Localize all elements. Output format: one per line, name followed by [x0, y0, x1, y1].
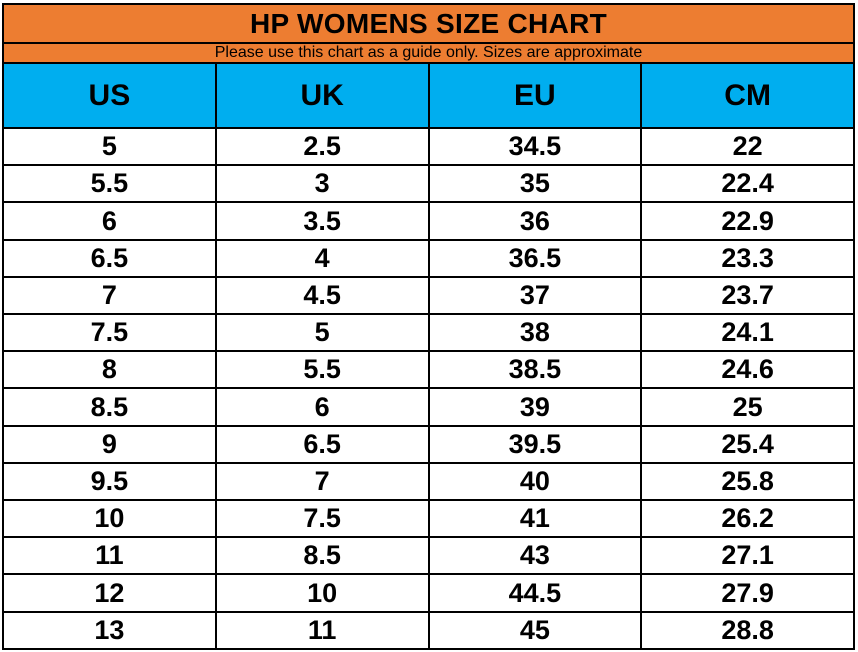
- table-cell: 9: [2, 424, 217, 464]
- size-chart-head: HP WOMENS SIZE CHART Please use this cha…: [2, 3, 855, 129]
- table-cell: 11: [2, 536, 217, 576]
- table-row: 5 2.5 34.5 22: [2, 126, 855, 167]
- column-header-us: US: [2, 62, 217, 129]
- table-cell: 8.5: [214, 536, 430, 576]
- table-cell: 10: [2, 499, 217, 539]
- table-cell: 36: [427, 201, 643, 241]
- table-cell: 40: [427, 461, 643, 502]
- table-cell: 13: [2, 610, 217, 651]
- table-cell: 11: [214, 610, 430, 651]
- table-row: 6.5 4 36.5 23.3: [2, 238, 855, 278]
- table-cell: 10: [214, 573, 430, 613]
- table-cell: 23.3: [640, 238, 855, 278]
- table-row: 13 11 45 28.8: [2, 610, 855, 651]
- table-cell: 24.6: [640, 350, 855, 390]
- title-row: HP WOMENS SIZE CHART: [2, 3, 855, 44]
- table-row: 10 7.5 41 26.2: [2, 499, 855, 539]
- table-cell: 41: [427, 499, 643, 539]
- table-cell: 6.5: [214, 424, 430, 464]
- table-row: 11 8.5 43 27.1: [2, 536, 855, 576]
- table-cell: 4.5: [214, 275, 430, 316]
- table-cell: 22.4: [640, 164, 855, 204]
- size-chart-table: HP WOMENS SIZE CHART Please use this cha…: [2, 3, 855, 651]
- table-cell: 4: [214, 238, 430, 278]
- table-cell: 39.5: [427, 424, 643, 464]
- table-cell: 38: [427, 313, 643, 353]
- table-cell: 7.5: [2, 313, 217, 353]
- table-cell: 27.1: [640, 536, 855, 576]
- table-cell: 6.5: [2, 238, 217, 278]
- table-cell: 22: [640, 126, 855, 167]
- table-cell: 6: [2, 201, 217, 241]
- table-row: 7 4.5 37 23.7: [2, 275, 855, 316]
- table-cell: 22.9: [640, 201, 855, 241]
- table-cell: 3.5: [214, 201, 430, 241]
- table-cell: 26.2: [640, 499, 855, 539]
- table-row: 9.5 7 40 25.8: [2, 461, 855, 502]
- column-header-cm: CM: [640, 62, 855, 129]
- table-cell: 23.7: [640, 275, 855, 316]
- table-cell: 43: [427, 536, 643, 576]
- table-cell: 6: [214, 387, 430, 427]
- table-cell: 5: [214, 313, 430, 353]
- table-cell: 2.5: [214, 126, 430, 167]
- table-row: 8.5 6 39 25: [2, 387, 855, 427]
- table-cell: 25.4: [640, 424, 855, 464]
- table-row: 5.5 3 35 22.4: [2, 164, 855, 204]
- table-cell: 38.5: [427, 350, 643, 390]
- table-row: 9 6.5 39.5 25.4: [2, 424, 855, 464]
- column-header-uk: UK: [214, 62, 430, 129]
- table-cell: 8.5: [2, 387, 217, 427]
- subtitle-row: Please use this chart as a guide only. S…: [2, 42, 855, 64]
- table-cell: 5.5: [214, 350, 430, 390]
- table-cell: 7.5: [214, 499, 430, 539]
- table-cell: 25: [640, 387, 855, 427]
- table-cell: 5.5: [2, 164, 217, 204]
- column-header-row: US UK EU CM: [2, 62, 855, 129]
- disclaimer-text: Please use this chart as a guide only. S…: [2, 42, 855, 64]
- size-table-body: 5 2.5 34.5 22 5.5 3 35 22.4 6 3.5 36 22.9 6.5 4 36.5 23…: [2, 126, 855, 651]
- page-title: HP WOMENS SIZE CHART: [2, 3, 855, 44]
- table-cell: 5: [2, 126, 217, 167]
- column-header-eu: EU: [427, 62, 643, 129]
- table-cell: 27.9: [640, 573, 855, 613]
- table-cell: 3: [214, 164, 430, 204]
- table-cell: 8: [2, 350, 217, 390]
- table-cell: 45: [427, 610, 643, 651]
- table-row: 12 10 44.5 27.9: [2, 573, 855, 613]
- table-cell: 44.5: [427, 573, 643, 613]
- table-cell: 7: [2, 275, 217, 316]
- table-cell: 7: [214, 461, 430, 502]
- table-cell: 37: [427, 275, 643, 316]
- table-row: 6 3.5 36 22.9: [2, 201, 855, 241]
- table-cell: 36.5: [427, 238, 643, 278]
- table-cell: 24.1: [640, 313, 855, 353]
- table-cell: 9.5: [2, 461, 217, 502]
- table-cell: 12: [2, 573, 217, 613]
- table-row: 8 5.5 38.5 24.6: [2, 350, 855, 390]
- table-cell: 34.5: [427, 126, 643, 167]
- table-cell: 39: [427, 387, 643, 427]
- table-cell: 35: [427, 164, 643, 204]
- table-cell: 28.8: [640, 610, 855, 651]
- table-cell: 25.8: [640, 461, 855, 502]
- table-row: 7.5 5 38 24.1: [2, 313, 855, 353]
